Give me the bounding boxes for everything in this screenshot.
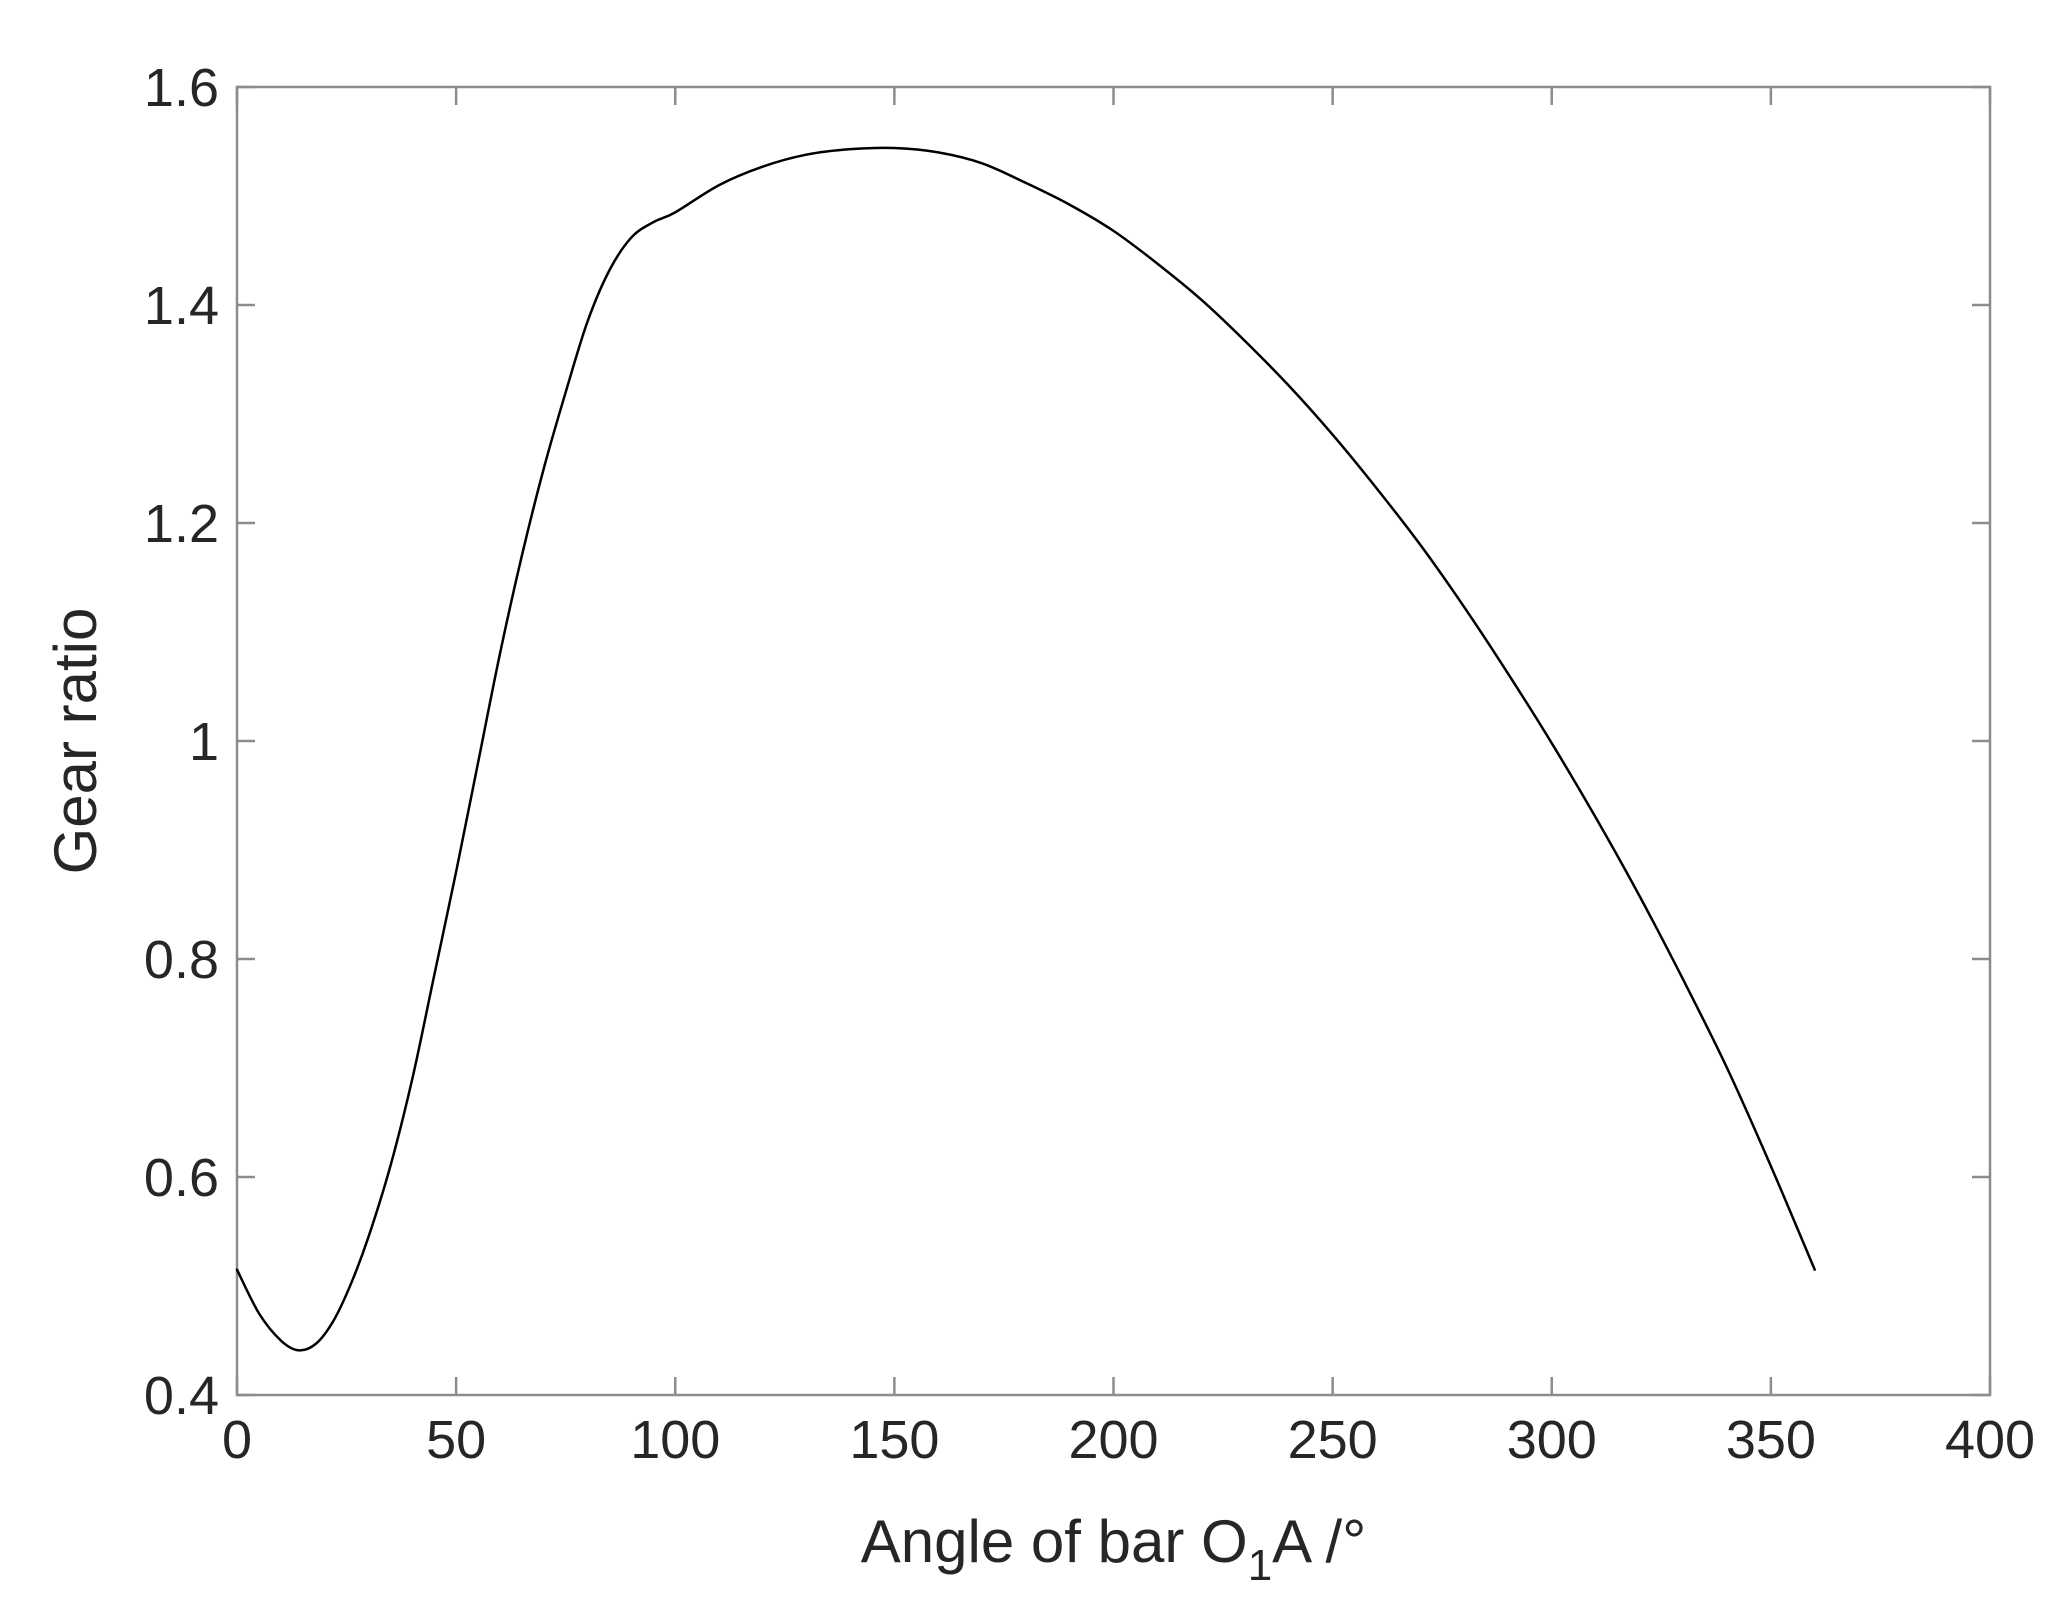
y-tick-label: 1.2	[144, 494, 219, 554]
plot-frame	[235, 85, 1992, 1397]
y-tick-label: 1.6	[144, 58, 219, 118]
series-line	[235, 146, 1816, 1352]
x-axis-ticks: 0 50 100 150 200 250 300 350 400	[222, 87, 2035, 1470]
y-tick-label: 0.8	[144, 930, 219, 990]
x-axis-label-suffix: A /°	[1272, 1508, 1366, 1575]
x-tick-label: 400	[1945, 1410, 2035, 1470]
x-axis-label-subscript: 1	[1248, 1541, 1272, 1590]
plot-box	[235, 85, 1992, 1397]
y-axis-label: Gear ratio	[42, 608, 109, 875]
x-axis-label: Angle of bar O1A /°	[861, 1508, 1366, 1590]
y-tick-label: 1.4	[144, 276, 219, 336]
y-tick-label: 0.6	[144, 1148, 219, 1208]
series-layer	[235, 146, 1816, 1352]
x-tick-label: 200	[1068, 1410, 1158, 1470]
x-axis-label-main: Angle of bar O	[861, 1508, 1248, 1575]
x-tick-label: 350	[1726, 1410, 1816, 1470]
x-tick-label: 250	[1288, 1410, 1378, 1470]
x-tick-label: 50	[426, 1410, 486, 1470]
y-axis-ticks: 0.4 0.6 0.8 1 1.2 1.4 1.6	[144, 58, 1990, 1426]
y-tick-label: 1	[189, 712, 219, 772]
x-tick-label: 300	[1507, 1410, 1597, 1470]
x-tick-label: 0	[222, 1410, 252, 1470]
x-tick-label: 150	[849, 1410, 939, 1470]
x-tick-label: 100	[630, 1410, 720, 1470]
y-tick-label: 0.4	[144, 1366, 219, 1426]
